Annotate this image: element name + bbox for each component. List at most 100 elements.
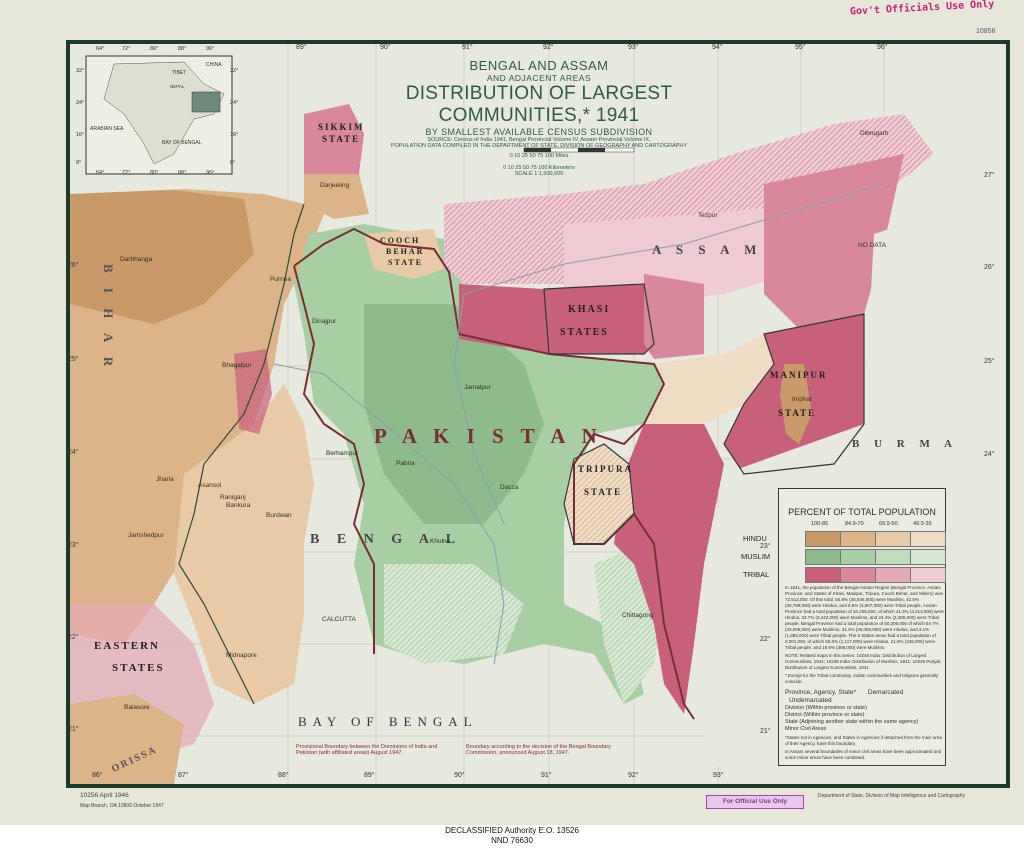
city-dinajpur: Dinajpur <box>312 318 337 325</box>
khasi-states <box>544 284 654 354</box>
swatch-hindu-1 <box>840 531 876 547</box>
swatch-tribal-1 <box>840 567 876 583</box>
related-maps-note: NOTE: Related maps in this series: 10248… <box>785 653 942 670</box>
label-pakistan: P A K I S T A N <box>374 424 603 448</box>
inset-tick-top-0: 64° <box>96 46 105 52</box>
undemarcated-label: Undemarcated <box>789 697 832 704</box>
swatch-hindu-3 <box>910 531 946 547</box>
lushai-hills <box>614 424 724 714</box>
city-dacca: Dacca <box>500 484 519 491</box>
city-imphal: Imphal <box>792 396 812 403</box>
footer-right: Department of State, Division of Map Int… <box>818 793 966 799</box>
title-line-4: BY SMALLEST AVAILABLE CENSUS SUBDIVISION <box>425 127 653 137</box>
inset-label-tibet: TIBET <box>172 70 187 76</box>
label-assam: A S S A M <box>652 242 763 257</box>
inset-label-bay-of-bengal: BAY OF BENGAL <box>162 140 202 146</box>
serial-number: 10856 <box>976 28 996 35</box>
label-eastern-2: STATES <box>112 662 165 674</box>
tick-top-89: 89° <box>296 44 307 51</box>
inset-tick-top-1: 72° <box>122 46 131 52</box>
tick-top-90: 90° <box>380 44 391 51</box>
swatch-muslim-1 <box>840 549 876 565</box>
footer-left: 10256 April 1946 <box>80 792 129 799</box>
label-khasi: KHASI <box>568 304 611 315</box>
swatch-muslim-0 <box>805 549 841 565</box>
swatch-muslim-2 <box>875 549 911 565</box>
tick-left-24: 24° <box>68 449 79 456</box>
tick-top-92: 92° <box>543 44 554 51</box>
city-jharia: Jharia <box>156 476 174 483</box>
inset-tick-top-3: 88° <box>178 46 187 52</box>
city-bankura: Bankura <box>226 502 251 509</box>
label-manipur: MANIPUR <box>770 370 828 380</box>
provisional-boundary-note: Provisional Boundary between the Dominio… <box>296 744 438 756</box>
label-bay-of-bengal: BAY OF BENGAL <box>298 714 478 729</box>
star-note: *States not in Agencies, and States in A… <box>785 735 942 746</box>
label-tripura-2: STATE <box>584 487 623 497</box>
swatch-tribal-2 <box>875 567 911 583</box>
map-svg <box>70 44 1006 784</box>
legend-col-0: 100-85 <box>811 521 829 527</box>
tick-bottom-93: 93° <box>713 772 724 779</box>
swatch-muslim-3 <box>910 549 946 565</box>
city-khulna: Khulna <box>430 538 451 545</box>
tick-left-26: 26° <box>68 262 79 269</box>
official-use-stamp-bottom: For Official Use Only <box>706 795 804 809</box>
city-purnea: Purnea <box>270 276 291 283</box>
inset-label-china: CHINA <box>206 62 222 68</box>
label-cooch-3: STATE <box>388 258 424 267</box>
tick-right-25: 25° <box>984 358 995 365</box>
inset-tick-bottom-1: 72° <box>122 170 131 176</box>
legend-heading: PERCENT OF TOTAL POPULATION <box>788 507 936 517</box>
tick-top-95: 95° <box>795 44 806 51</box>
inset-tick-left-1: 24° <box>76 100 85 106</box>
legend-notes: In 1941, the population of the Bengal-As… <box>785 585 945 761</box>
compiled-note: POPULATION DATA COMPILED IN THE DEPARTME… <box>390 143 688 149</box>
legend-row-tribal: TRIBAL <box>743 570 770 579</box>
label-cooch-2: BEHAR <box>386 247 425 256</box>
tick-top-91: 91° <box>462 44 473 51</box>
sikkim-state <box>304 104 364 184</box>
official-use-stamp: Gov't Officials Use Only <box>849 0 995 18</box>
city-jamshedpur: Jamshedpur <box>128 532 164 539</box>
label-bihar: B I H A R <box>101 264 116 373</box>
tick-top-96: 96° <box>877 44 888 51</box>
label-manipur-2: STATE <box>778 408 817 418</box>
tick-top-94: 94° <box>712 44 723 51</box>
swatch-tribal-0 <box>805 567 841 583</box>
tick-left-25: 25° <box>68 356 79 363</box>
tick-left-23: 23° <box>68 542 79 549</box>
city-calcutta: CALCUTTA <box>322 616 356 623</box>
mikir-hills <box>644 274 704 359</box>
inset-tick-bottom-2: 80° <box>150 170 159 176</box>
tick-bottom-92: 92° <box>628 772 639 779</box>
city-jamalpur: Jamalpur <box>464 384 491 391</box>
assam-note: In Assam several boundaries of minor civ… <box>785 749 942 760</box>
title-line-1: BENGAL AND ASSAM <box>469 58 609 73</box>
label-no-data: NO DATA <box>858 242 886 249</box>
city-pabna: Pabna <box>396 460 415 467</box>
scale-miles: 0 10 25 50 75 100 Miles <box>509 153 569 159</box>
inset-label-nepal: NEPAL <box>170 84 185 89</box>
footer-left-2: Map Branch, OA 10806 October 1947 <box>80 803 164 809</box>
orissa <box>70 694 184 784</box>
legend-panel: PERCENT OF TOTAL POPULATION 100-85 84.9-… <box>741 488 946 766</box>
legend-row-hindu: HINDU <box>743 534 767 543</box>
minor-areas-label: Minor Civil Areas <box>785 726 827 732</box>
city-darbhanga: Darbhanga <box>120 256 153 263</box>
inset-label-arabian-sea: ARABIAN SEA <box>90 126 124 132</box>
inset-tick-left-3: 8° <box>76 160 82 166</box>
inset-tick-left-0: 32° <box>76 68 85 74</box>
pakistan-west-boundary <box>293 265 375 654</box>
inset-tick-left-2: 16° <box>76 132 85 138</box>
commission-boundary-note: Boundary according to the decision of th… <box>466 744 611 756</box>
tick-right-26: 26° <box>984 264 995 271</box>
declassified-line-2: NND 76630 <box>491 836 533 845</box>
title-line-2: AND ADJACENT AREAS <box>486 73 592 83</box>
cachar-region <box>644 334 774 424</box>
label-sikkim-2: STATE <box>322 134 361 144</box>
tick-bottom-90: 90° <box>454 772 465 779</box>
inset-tick-right-0: 32° <box>230 68 239 74</box>
city-raniganj: Raniganj <box>220 494 246 501</box>
inset-tick-bottom-3: 88° <box>178 170 187 176</box>
